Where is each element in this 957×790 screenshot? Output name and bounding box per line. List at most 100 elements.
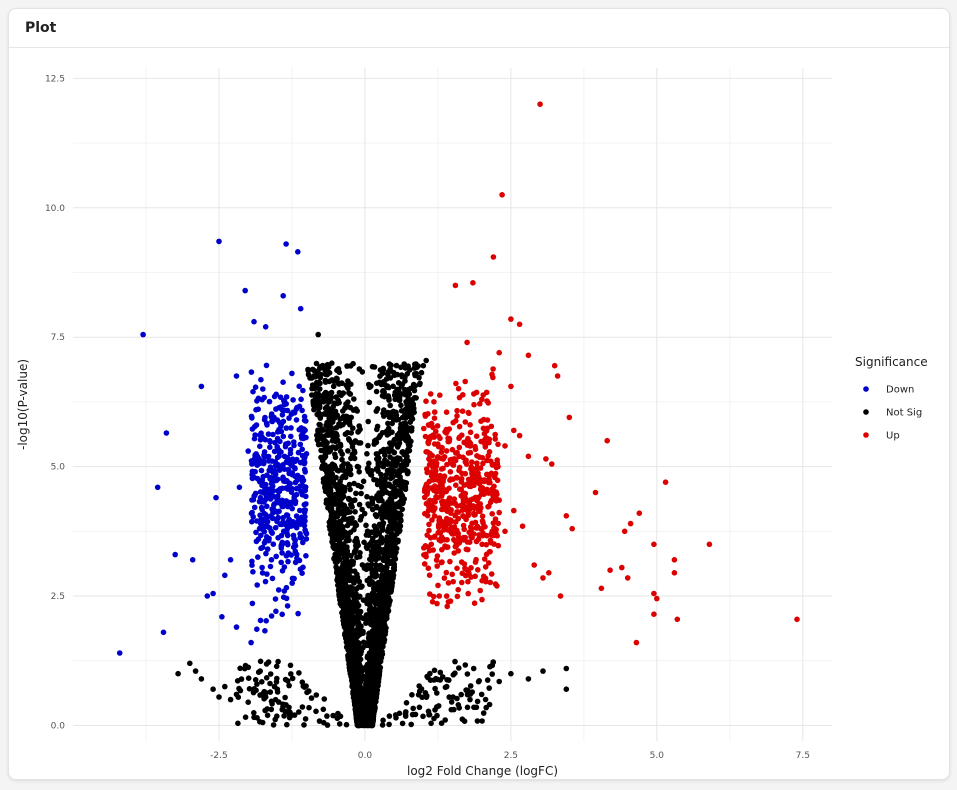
point-not-sig	[263, 661, 270, 667]
point-not-sig	[392, 463, 399, 469]
point-up	[651, 611, 657, 617]
point-down	[285, 558, 291, 565]
point-up	[490, 520, 497, 526]
point-not-sig	[389, 541, 396, 548]
point-up	[489, 511, 496, 517]
point-up	[474, 453, 480, 459]
point-not-sig	[351, 568, 358, 574]
point-not-sig	[395, 468, 402, 474]
point-up	[444, 428, 450, 435]
point-up	[440, 478, 447, 485]
point-not-sig	[332, 438, 339, 445]
point-up	[433, 489, 440, 495]
point-not-sig	[315, 331, 322, 338]
point-not-sig	[257, 658, 264, 665]
point-up	[508, 383, 514, 390]
point-down	[296, 383, 303, 390]
point-not-sig	[198, 676, 205, 682]
point-up	[446, 495, 453, 501]
point-not-sig	[368, 472, 375, 478]
point-not-sig	[346, 437, 353, 444]
point-up	[465, 590, 472, 597]
point-not-sig	[350, 674, 357, 681]
point-up	[633, 639, 640, 646]
point-not-sig	[339, 451, 346, 458]
point-not-sig	[402, 365, 409, 371]
point-not-sig	[378, 471, 384, 478]
point-not-sig	[352, 497, 358, 503]
point-down	[116, 650, 123, 656]
point-up	[452, 282, 459, 289]
point-not-sig	[274, 675, 280, 682]
point-not-sig	[336, 389, 343, 396]
point-down	[269, 530, 276, 536]
y-tick-label: 0.0	[51, 721, 66, 731]
point-down	[267, 513, 274, 519]
point-down	[262, 578, 269, 585]
point-not-sig	[337, 443, 344, 449]
point-down	[303, 501, 309, 507]
point-not-sig	[233, 691, 240, 698]
point-not-sig	[391, 456, 397, 463]
point-down	[299, 446, 306, 453]
point-up	[494, 457, 501, 463]
point-down	[258, 467, 265, 474]
point-down	[300, 514, 307, 521]
point-down	[291, 442, 297, 449]
point-not-sig	[187, 660, 193, 667]
point-up	[429, 599, 436, 605]
point-not-sig	[366, 399, 373, 406]
point-down	[245, 448, 251, 454]
point-not-sig	[405, 395, 412, 402]
point-not-sig	[336, 721, 343, 727]
point-not-sig	[406, 447, 413, 454]
point-not-sig	[345, 533, 351, 540]
point-not-sig	[372, 601, 379, 607]
point-down	[258, 545, 264, 552]
point-down	[300, 477, 307, 484]
point-not-sig	[357, 440, 364, 446]
point-up	[449, 446, 456, 453]
point-down	[273, 553, 280, 560]
point-up	[511, 427, 517, 434]
point-down	[291, 410, 298, 416]
point-not-sig	[378, 534, 385, 541]
point-down	[302, 469, 309, 475]
point-not-sig	[462, 662, 469, 668]
point-up	[473, 473, 480, 479]
point-not-sig	[448, 699, 455, 705]
point-not-sig	[383, 460, 389, 466]
point-not-sig	[366, 460, 372, 467]
point-not-sig	[317, 422, 323, 428]
point-not-sig	[345, 467, 351, 473]
point-down	[250, 569, 256, 575]
point-not-sig	[330, 383, 337, 390]
point-down	[289, 575, 296, 582]
point-up	[483, 389, 490, 396]
point-not-sig	[330, 413, 337, 420]
point-up	[488, 458, 494, 465]
point-up	[537, 101, 543, 107]
point-up	[477, 587, 484, 594]
point-not-sig	[380, 625, 387, 631]
point-down	[284, 407, 291, 414]
point-down	[282, 522, 289, 528]
point-up	[492, 431, 499, 438]
point-down	[261, 394, 267, 401]
y-tick-label: 5.0	[51, 463, 66, 473]
point-not-sig	[359, 562, 366, 568]
point-not-sig	[423, 694, 430, 700]
point-up	[444, 544, 451, 550]
point-not-sig	[380, 717, 386, 724]
point-not-sig	[412, 711, 419, 718]
point-up	[421, 494, 428, 501]
point-not-sig	[432, 707, 438, 713]
point-not-sig	[324, 713, 330, 719]
point-up	[454, 413, 460, 419]
point-not-sig	[358, 706, 364, 712]
point-down	[297, 441, 304, 448]
point-not-sig	[378, 475, 385, 482]
y-axis-title: -log10(P-value)	[16, 359, 30, 450]
point-up	[460, 513, 466, 519]
point-not-sig	[369, 657, 376, 663]
